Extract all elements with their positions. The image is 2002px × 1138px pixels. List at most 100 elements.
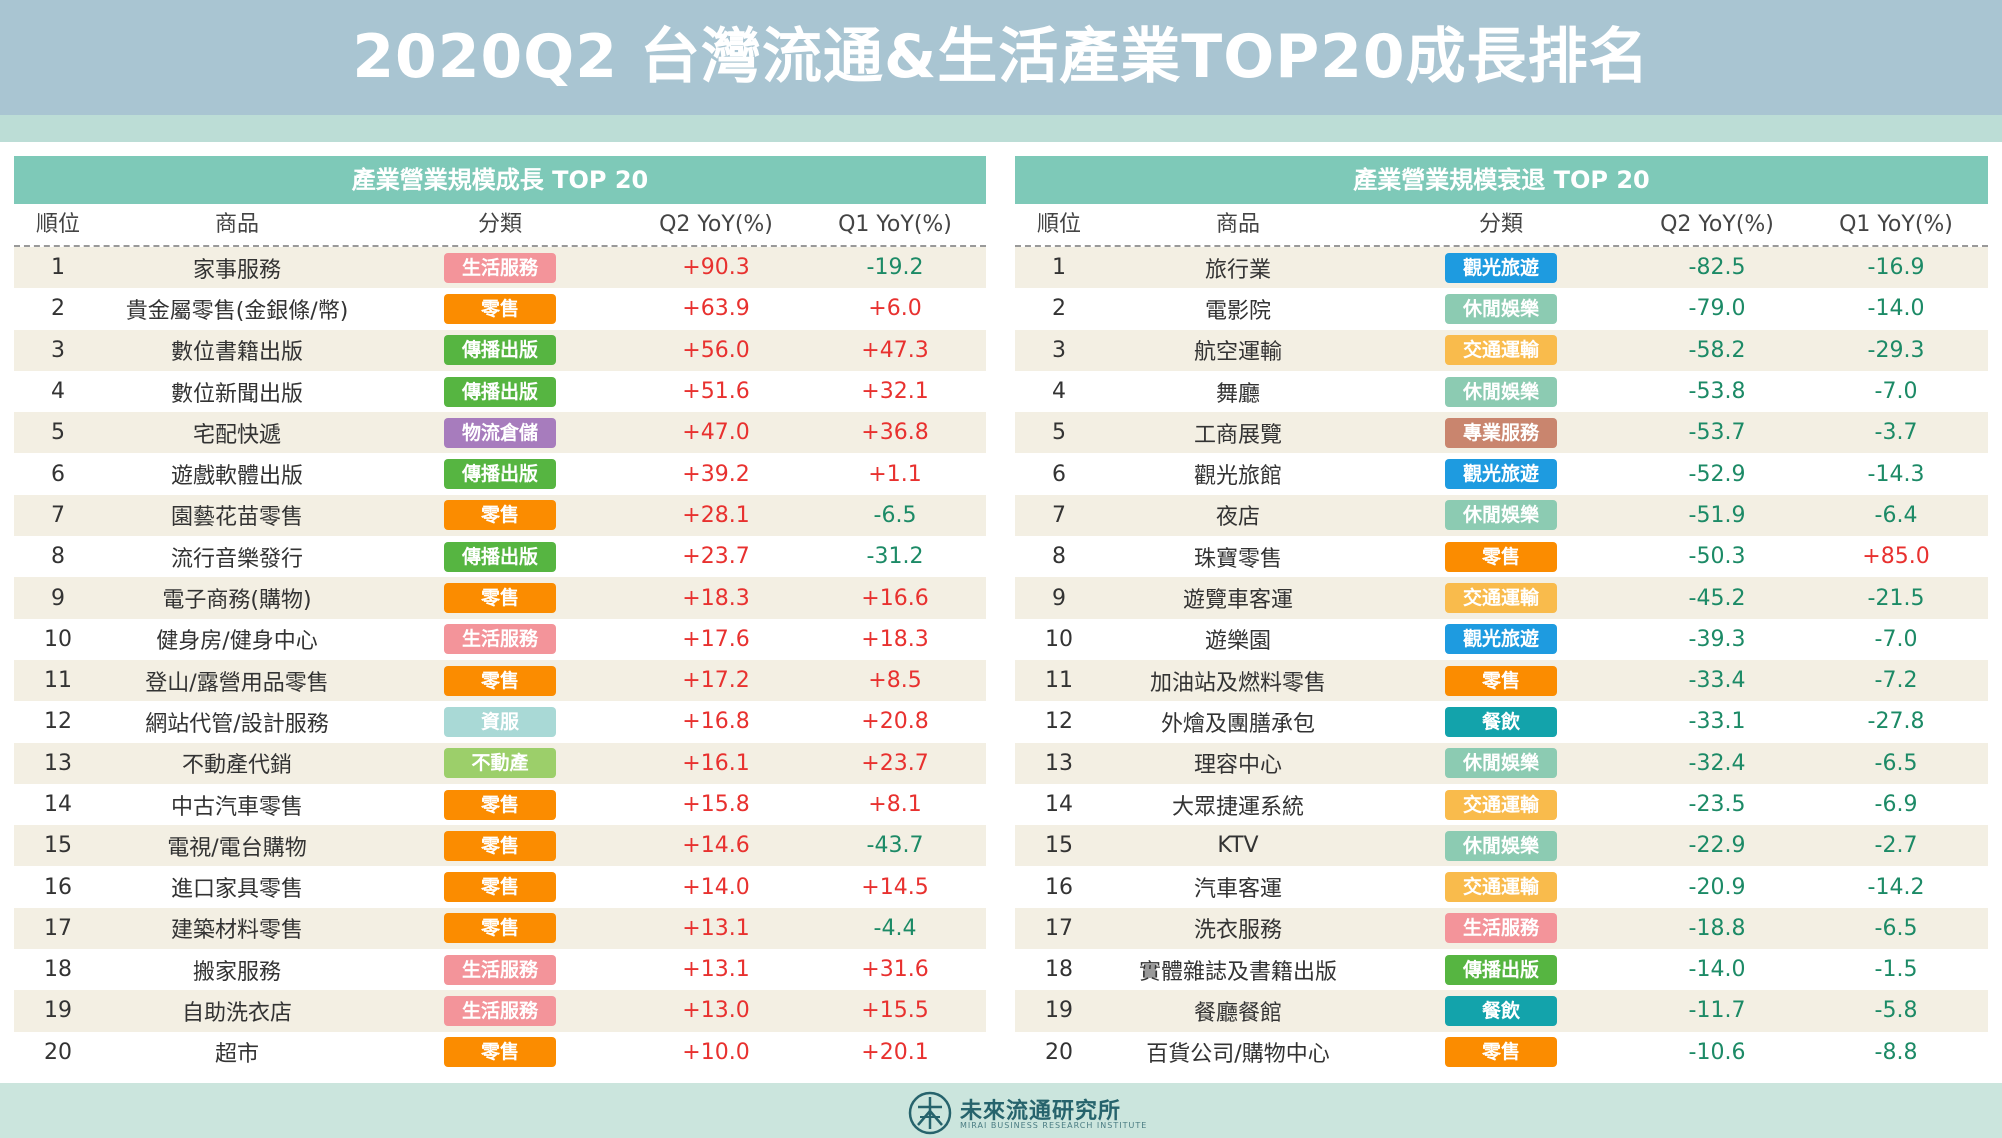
category-badge: 生活服務 [444, 624, 556, 655]
header-accent-band [0, 115, 2002, 142]
category-cell: 生活服務 [372, 995, 628, 1026]
table-row: 20 超市 零售 +10.0 +20.1 [14, 1032, 986, 1073]
q2-yoy-cell: -52.9 [1688, 461, 1746, 487]
category-cell: 交通運輸 [1373, 583, 1629, 614]
category-badge: 傳播出版 [444, 376, 556, 407]
item-name-cell: 健身房/健身中心 [156, 629, 318, 655]
rank-cell: 14 [44, 792, 72, 817]
table-row: 14 大眾捷運系統 交通運輸 -23.5 -6.9 [1015, 784, 1988, 825]
footer-bar: 未來流通研究所 MIRAI BUSINESS RESEARCH INSTITUT… [0, 1083, 2002, 1138]
table-row: 3 數位書籍出版 傳播出版 +56.0 +47.3 [14, 329, 986, 371]
category-badge: 專業服務 [1445, 417, 1557, 448]
category-cell: 觀光旅遊 [1373, 252, 1629, 283]
q1-yoy-cell: +85.0 [1862, 544, 1930, 570]
rank-cell: 7 [51, 502, 65, 528]
category-cell: 傳播出版 [372, 376, 628, 407]
item-name-cell: 電影院 [1204, 298, 1271, 324]
q2-yoy-cell: +56.0 [682, 337, 750, 363]
category-badge: 零售 [444, 583, 556, 614]
category-badge: 休閒娛樂 [1445, 376, 1557, 407]
table-row: 11 登山/露營用品零售 零售 +17.2 +8.5 [14, 659, 986, 702]
category-badge: 物流倉儲 [444, 417, 556, 448]
category-badge: 休閒娛樂 [1445, 500, 1557, 531]
q2-yoy-cell: -58.2 [1688, 337, 1746, 363]
rank-cell: 11 [44, 668, 72, 694]
rank-cell: 20 [44, 1039, 72, 1065]
column-header-category: 分類 [477, 212, 522, 237]
table-row: 1 旅行業 觀光旅遊 -82.5 -16.9 [1015, 247, 1988, 289]
q1-yoy-cell: -14.0 [1867, 296, 1925, 322]
item-name-cell: 遊樂園 [1204, 629, 1271, 655]
rank-cell: 17 [44, 915, 72, 941]
q2-yoy-cell: +16.1 [682, 750, 750, 776]
q1-yoy-cell: -6.5 [1874, 750, 1918, 776]
q1-yoy-cell: -6.4 [1874, 502, 1918, 528]
category-badge: 交通運輸 [1445, 789, 1557, 820]
rank-cell: 1 [51, 255, 65, 281]
rank-cell: 8 [1052, 544, 1066, 570]
q1-yoy-cell: +18.3 [861, 626, 929, 652]
q1-yoy-cell: -7.0 [1874, 379, 1918, 405]
item-name-cell: 建築材料零售 [170, 918, 303, 944]
table-row: 20 百貨公司/購物中心 零售 -10.6 -8.8 [1015, 1032, 1988, 1073]
category-cell: 餐飲 [1373, 706, 1629, 737]
item-name-cell: 超市 [214, 1042, 259, 1068]
decline-panel: 產業營業規模衰退 TOP 20 順位 商品 分類 Q2 YoY(%) Q1 Yo… [1015, 156, 1988, 1073]
rank-cell: 4 [51, 379, 65, 405]
category-cell: 生活服務 [372, 954, 628, 985]
rank-cell: 9 [51, 585, 65, 611]
q1-yoy-cell: +15.5 [861, 998, 929, 1024]
category-cell: 專業服務 [1373, 417, 1629, 448]
table-row: 10 健身房/健身中心 生活服務 +17.6 +18.3 [14, 619, 986, 660]
table-row: 14 中古汽車零售 零售 +15.8 +8.1 [14, 784, 986, 825]
category-badge: 交通運輸 [1445, 583, 1557, 614]
rank-cell: 6 [51, 461, 65, 487]
q1-yoy-cell: +16.6 [861, 585, 929, 611]
q1-yoy-cell: -7.2 [1874, 668, 1918, 694]
category-badge: 休閒娛樂 [1445, 748, 1557, 779]
q2-yoy-cell: -51.9 [1688, 502, 1746, 528]
category-cell: 交通運輸 [1373, 335, 1629, 366]
institute-logo-icon [908, 1091, 952, 1135]
category-cell: 零售 [372, 872, 628, 903]
category-cell: 資服 [372, 706, 628, 737]
q2-yoy-cell: +14.0 [682, 874, 750, 900]
category-badge: 休閒娛樂 [1445, 293, 1557, 324]
institute-subtitle: MIRAI BUSINESS RESEARCH INSTITUTE [960, 1121, 1148, 1130]
item-name-cell: 百貨公司/購物中心 [1146, 1042, 1330, 1068]
table-row: 9 電子商務(購物) 零售 +18.3 +16.6 [14, 577, 986, 619]
category-cell: 不動產 [372, 748, 628, 779]
column-header-rank: 順位 [35, 212, 80, 237]
category-badge: 生活服務 [444, 995, 556, 1026]
item-name-cell: 搬家服務 [192, 959, 281, 985]
table-row: 17 洗衣服務 生活服務 -18.8 -6.5 [1015, 907, 1988, 950]
item-name-cell: 洗衣服務 [1193, 918, 1282, 944]
rank-cell: 4 [1052, 379, 1066, 405]
column-header-q1-yoy: Q1 YoY(%) [1839, 212, 1953, 237]
rank-cell: 1 [1052, 255, 1066, 281]
q2-yoy-cell: +39.2 [682, 461, 750, 487]
rank-cell: 12 [44, 709, 72, 735]
q2-yoy-cell: +18.3 [682, 585, 750, 611]
rank-cell: 3 [51, 337, 65, 363]
item-name-cell: 宅配快遞 [192, 422, 281, 448]
category-badge: 零售 [444, 872, 556, 903]
rank-cell: 2 [51, 296, 65, 322]
rank-cell: 7 [1052, 502, 1066, 528]
category-cell: 休閒娛樂 [1373, 830, 1629, 861]
item-name-cell: 汽車客運 [1193, 877, 1282, 903]
growth-panel: 產業營業規模成長 TOP 20 順位 商品 分類 Q2 YoY(%) Q1 Yo… [14, 156, 986, 1073]
table-row: 5 宅配快遞 物流倉儲 +47.0 +36.8 [14, 412, 986, 454]
category-cell: 零售 [372, 913, 628, 944]
category-cell: 休閒娛樂 [1373, 293, 1629, 324]
item-name-cell: 舞廳 [1215, 381, 1260, 407]
item-name-cell: KTV [1217, 833, 1259, 859]
q2-yoy-cell: +17.6 [682, 626, 750, 652]
rank-cell: 19 [44, 998, 72, 1024]
category-badge: 休閒娛樂 [1445, 830, 1557, 861]
rank-cell: 16 [1045, 874, 1073, 900]
decline-column-headers: 順位 商品 分類 Q2 YoY(%) Q1 YoY(%) [1015, 204, 1988, 247]
table-row: 3 航空運輸 交通運輸 -58.2 -29.3 [1015, 329, 1988, 371]
q1-yoy-cell: -43.7 [866, 833, 924, 859]
item-name-cell: 外燴及團膳承包 [1160, 711, 1315, 737]
